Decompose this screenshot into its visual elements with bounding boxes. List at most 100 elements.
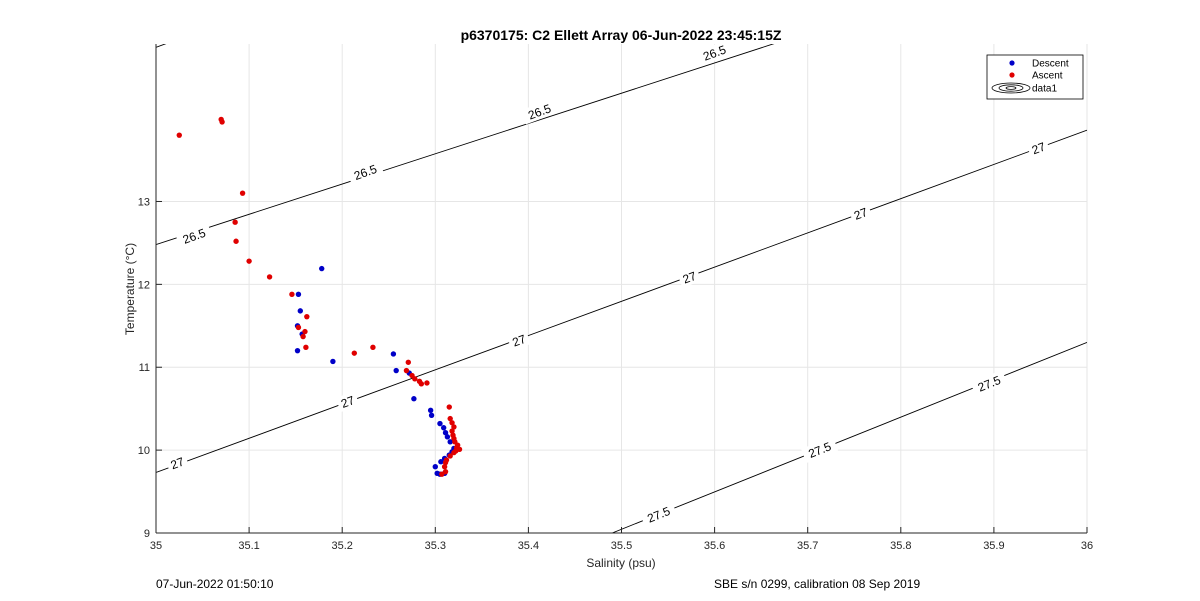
contour-label: 27 <box>852 205 870 223</box>
legend-box <box>986 54 1084 100</box>
x-tick-label: 35.5 <box>611 540 632 552</box>
descent-point <box>447 439 453 445</box>
y-tick-label: 10 <box>138 445 150 457</box>
y-tick-label: 9 <box>144 528 150 540</box>
x-tick-label: 35.4 <box>518 540 539 552</box>
descent-point <box>390 351 397 357</box>
contour-label-bg <box>506 329 531 351</box>
ascent-point <box>449 420 455 426</box>
legend-data1-label: data1 <box>1032 84 1057 95</box>
ascent-point <box>451 449 457 456</box>
contour-label: 27 <box>510 332 528 350</box>
descent-point <box>442 430 449 436</box>
ascent-point <box>449 428 455 434</box>
contour-label-bg <box>970 370 1008 397</box>
x-tick-label: 35.9 <box>983 540 1004 552</box>
footer-timestamp: 07-Jun-2022 01:50:10 <box>156 577 274 591</box>
legend-descent-label: Descent <box>1032 59 1069 70</box>
ascent-point <box>442 459 449 466</box>
footer-calibration: SBE s/n 0299, calibration 08 Sep 2019 <box>714 577 920 591</box>
descent-point <box>294 347 301 354</box>
descent-point <box>319 265 325 272</box>
y-tick-label: 11 <box>139 362 150 374</box>
ascent-point <box>441 463 448 470</box>
x-tick-label: 35.8 <box>890 540 911 552</box>
x-tick-label: 35.3 <box>425 540 446 552</box>
contour-label-bg <box>165 452 190 474</box>
descent-point <box>295 291 302 298</box>
legend: Descent Ascent data1 <box>986 54 1084 100</box>
ascent-point <box>424 380 430 386</box>
descent-point <box>411 396 417 402</box>
contour-label-bg <box>677 266 702 288</box>
ascent-point <box>439 471 445 477</box>
ascent-point <box>447 415 453 422</box>
x-axis-label: Salinity (psu) <box>586 556 655 570</box>
descent-point <box>432 463 438 470</box>
contour-line-27-5 <box>612 341 1087 533</box>
x-tick-label: 35 <box>150 540 162 552</box>
series-ascent <box>176 116 463 477</box>
ascent-point <box>219 119 225 125</box>
ascent-point <box>370 344 376 351</box>
ascent-point <box>405 359 412 365</box>
contour-label-bg <box>520 98 558 125</box>
descent-point <box>444 434 451 440</box>
descent-point <box>428 412 435 419</box>
ascent-point <box>447 453 453 459</box>
ascent-point <box>304 313 310 320</box>
descent-point <box>438 459 444 465</box>
ascent-point <box>266 274 273 280</box>
ascent-point <box>446 404 452 410</box>
ascent-point <box>303 344 309 351</box>
legend-ascent-label: Ascent <box>1032 71 1063 82</box>
contour-label-bg <box>695 44 733 66</box>
contour-line-26-5 <box>156 44 775 246</box>
chart-title: p6370175: C2 Ellett Array 06-Jun-2022 23… <box>461 27 782 43</box>
ascent-point <box>239 190 246 196</box>
descent-point <box>330 358 336 365</box>
descent-point <box>437 420 443 427</box>
contour-label-bg <box>335 391 360 413</box>
descent-point <box>393 367 399 374</box>
ascent-point <box>289 291 295 298</box>
contour-label-bg <box>1026 137 1051 159</box>
contour-label: 27 <box>169 454 187 472</box>
ascent-point <box>300 333 306 340</box>
contour-line-27 <box>156 129 1087 473</box>
descent-point <box>427 407 434 414</box>
contour-label-bg <box>801 436 839 463</box>
contour-label: 27 <box>1030 139 1048 157</box>
y-tick-label: 12 <box>138 279 150 291</box>
ascent-point <box>232 219 238 225</box>
ascent-point <box>412 376 418 382</box>
x-tick-label: 35.2 <box>331 540 352 552</box>
legend-descent-marker <box>1009 60 1015 66</box>
y-axis-label: Temperature (°C) <box>123 243 137 335</box>
descent-point <box>440 425 447 431</box>
contour-line-26-5 <box>156 44 167 48</box>
x-tick-label: 35.7 <box>797 540 818 552</box>
ascent-point <box>418 381 425 387</box>
x-tick-label: 35.1 <box>238 540 259 552</box>
ascent-point <box>351 350 358 356</box>
contour-label-bg <box>848 202 873 224</box>
ascent-point <box>176 132 182 138</box>
x-tick-label: 35.6 <box>704 540 725 552</box>
ascent-point <box>403 367 410 374</box>
contour-label-bg <box>639 501 678 528</box>
descent-point <box>297 308 304 314</box>
legend-contour-icon <box>991 82 1031 94</box>
contour-label: 27 <box>339 393 357 411</box>
contour-label: 27 <box>681 269 699 287</box>
ascent-point <box>302 328 308 335</box>
ascent-point <box>246 258 252 264</box>
y-tick-label: 13 <box>138 196 150 208</box>
legend-ascent-marker <box>1009 72 1015 78</box>
plot-area: 26.526.526.526.527272727272727.527.527.5… <box>138 44 1093 552</box>
ascent-point <box>451 424 457 430</box>
contour-label-bg <box>346 159 384 185</box>
contour-label-bg <box>175 222 213 249</box>
ascent-point <box>233 238 239 244</box>
